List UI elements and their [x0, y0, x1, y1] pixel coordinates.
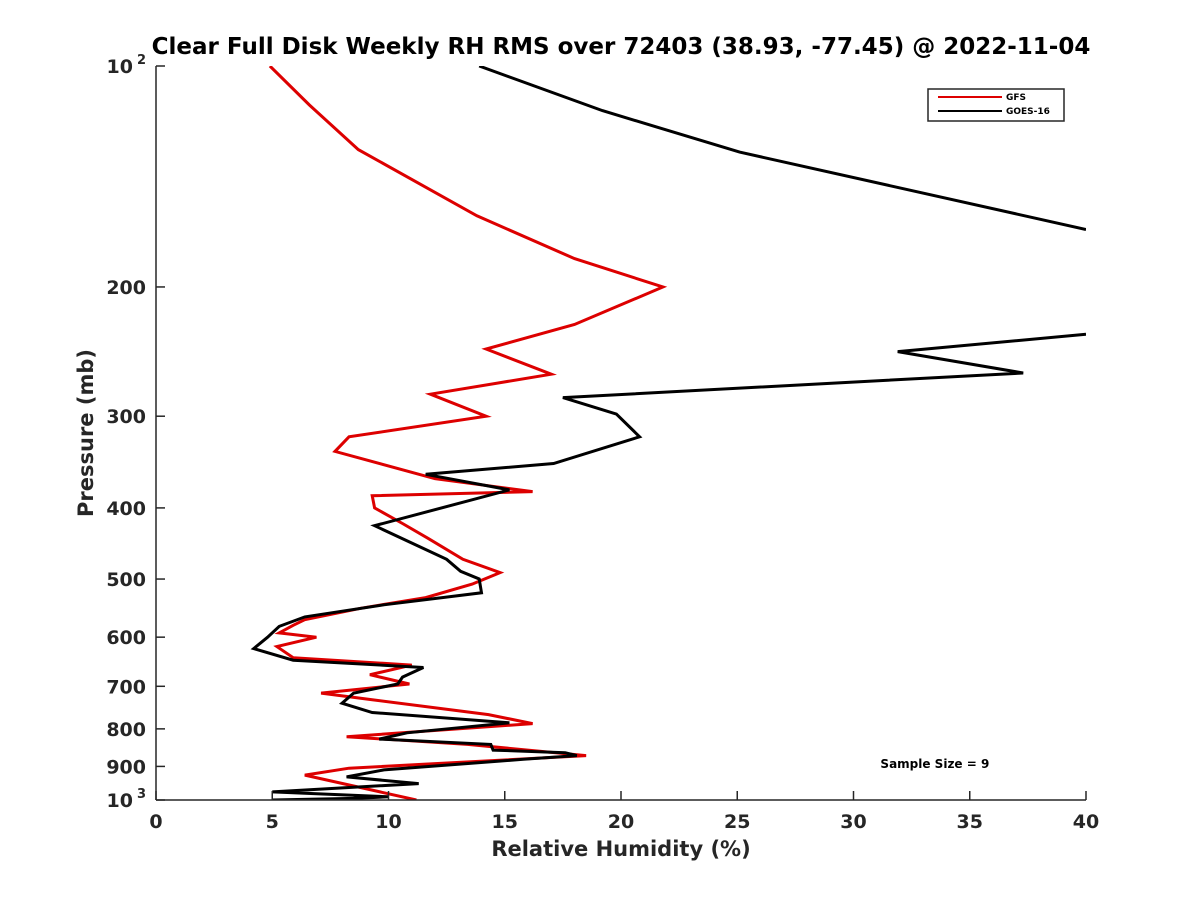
y-tick-label: 200 [106, 277, 146, 299]
series-line-goes-16-seg-1 [478, 66, 1086, 231]
x-tick-label: 5 [266, 811, 279, 833]
plot-background [156, 66, 1086, 800]
x-tick-label: 35 [957, 811, 983, 833]
y-tick-label: 400 [106, 498, 146, 520]
legend: GFS GOES-16 [927, 88, 1065, 122]
x-tick-label: 40 [1073, 811, 1099, 833]
y-tick-label: 900 [106, 756, 146, 778]
y-axis-label: Pressure (mb) [74, 349, 98, 517]
x-tick-label: 15 [492, 811, 518, 833]
x-tick-label: 30 [840, 811, 866, 833]
sample-size-annotation: Sample Size = 9 [880, 757, 989, 771]
x-tick-label: 25 [724, 811, 750, 833]
y-tick-label: 700 [106, 676, 146, 698]
legend-label-goes-16: GOES-16 [1006, 107, 1050, 117]
chart-title: Clear Full Disk Weekly RH RMS over 72403… [152, 34, 1091, 60]
legend-label-gfs: GFS [1006, 93, 1026, 103]
y-tick-label: 300 [106, 406, 146, 428]
x-ticks: 0 5 10 15 20 25 30 35 40 [149, 791, 1099, 833]
x-axis-label: Relative Humidity (%) [491, 837, 750, 861]
legend-box [927, 88, 1065, 122]
x-tick-label: 20 [608, 811, 634, 833]
y-tick-exponent: 2 [137, 53, 146, 68]
y-tick-base: 10 [107, 790, 133, 812]
y-tick-label: 500 [106, 569, 146, 591]
y-ticks: 2 10 200 300 400 500 600 700 800 900 3 10 [106, 53, 165, 812]
series-line-gfs [268, 66, 668, 800]
y-tick-base: 10 [107, 56, 133, 78]
series-line-goes-16-seg-2 [250, 332, 1086, 800]
y-tick-label: 2 10 [107, 53, 146, 78]
x-tick-label: 10 [375, 811, 401, 833]
y-tick-exponent: 3 [137, 787, 146, 802]
y-tick-label: 3 10 [107, 787, 146, 812]
y-tick-label: 800 [106, 719, 146, 741]
series-layer [250, 66, 1086, 800]
x-tick-label: 0 [149, 811, 162, 833]
y-tick-label: 600 [106, 627, 146, 649]
